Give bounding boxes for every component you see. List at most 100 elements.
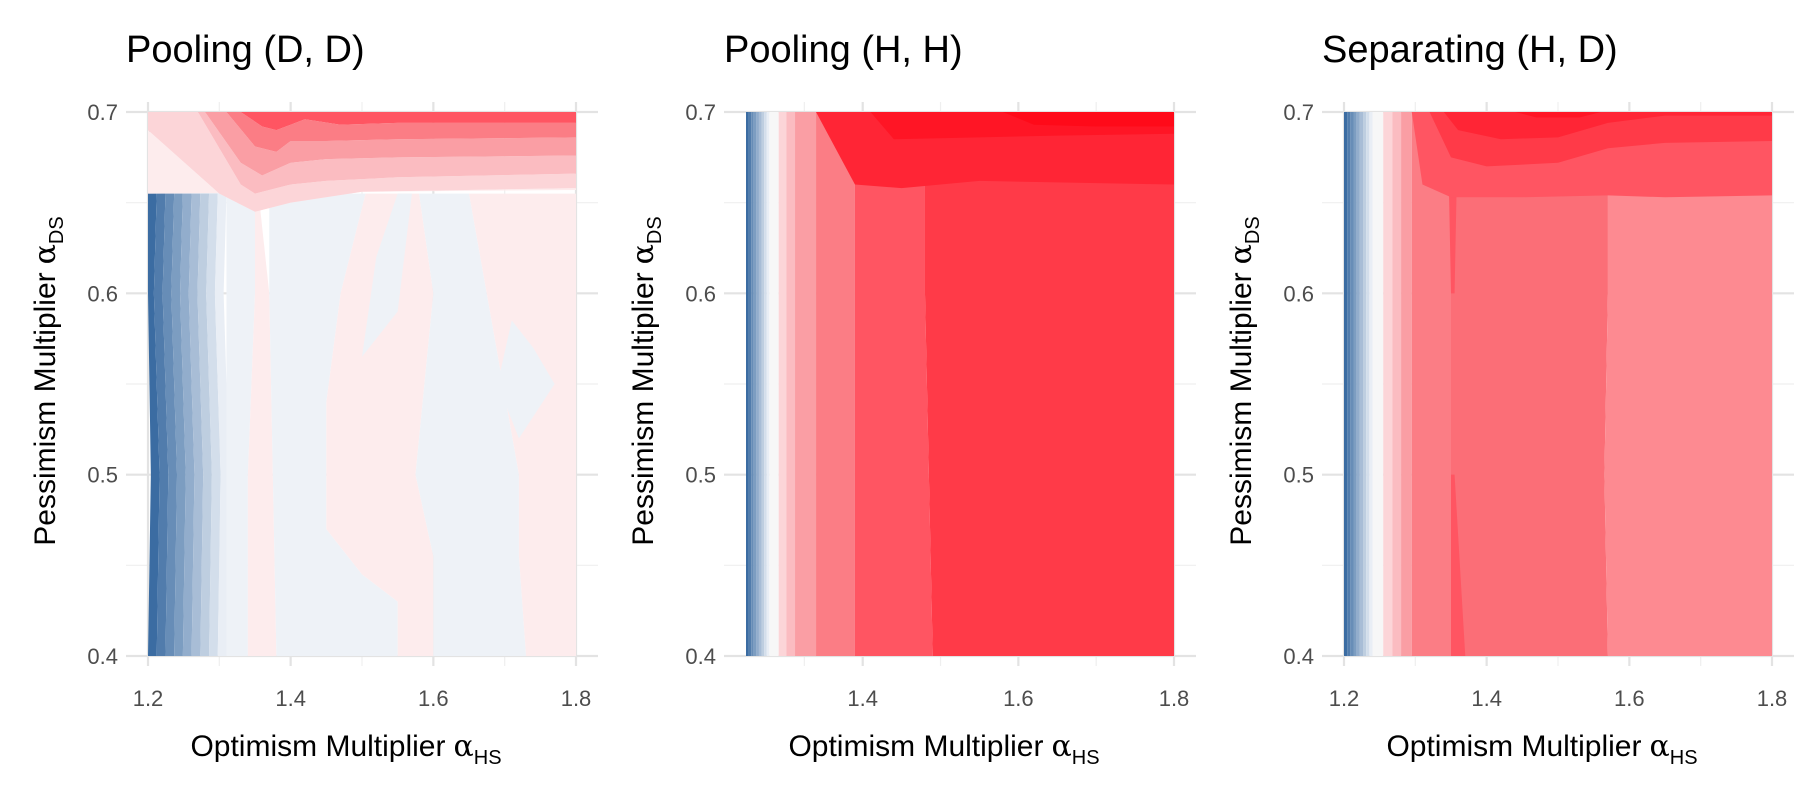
y-axis-label: Pessimism MultiplierαDS (626, 216, 666, 545)
contour-region (1604, 112, 1772, 656)
x-tick-label: 1.8 (561, 686, 592, 711)
contour-region (1392, 112, 1402, 656)
contour-region (1372, 112, 1384, 656)
contour-band-blue (746, 112, 749, 656)
contour-region (269, 193, 398, 656)
contour-region (247, 193, 277, 656)
contour-band-blue (751, 112, 754, 656)
contour-band-blue (748, 112, 752, 656)
y-tick-label: 0.5 (87, 463, 118, 488)
contour-band-blue (758, 112, 762, 656)
tick-labels: 1.2 1.4 1.6 1.8 0.4 0.5 0.6 0.7 (87, 100, 591, 711)
plot-area: 1.4 1.6 1.8 0.4 0.5 0.6 0.7 (685, 100, 1196, 711)
contour-region (924, 112, 1174, 656)
contour-region (786, 112, 796, 656)
x-tick-label: 1.4 (1471, 686, 1502, 711)
contour-region (778, 112, 787, 656)
contour-band-red (148, 112, 576, 194)
x-axis-label: Optimism Multiplier αHS (190, 729, 501, 769)
contour-band-blue (1344, 112, 1348, 656)
contour-band-blue (148, 165, 204, 657)
x-tick-label: 1.6 (1003, 686, 1034, 711)
contour-region (1002, 112, 1174, 127)
contour-region (1451, 474, 1466, 656)
y-tick-label: 0.7 (87, 100, 118, 125)
y-tick-label: 0.4 (685, 644, 716, 669)
contour-region (1515, 112, 1601, 118)
contour-region (497, 320, 555, 439)
contour-region (1443, 112, 1772, 140)
y-axis-label: Pessimism MultiplierαDS (28, 216, 68, 545)
contour-band-blue (1356, 112, 1360, 656)
contour-band-blue (764, 112, 767, 656)
tick-labels: 1.2 1.4 1.6 1.8 0.4 0.5 0.6 0.7 (1283, 100, 1787, 711)
contour-region (854, 112, 933, 656)
plot-area: 1.2 1.4 1.6 1.8 0.4 0.5 0.6 0.7 (1283, 100, 1794, 711)
y-tick-label: 0.7 (685, 100, 716, 125)
panel-separating-hd: Separating (H, D) 1.2 1.4 1.6 1.8 0.4 0.5 0.6 0… (1224, 29, 1794, 769)
y-axis-label: Pessimism MultiplierαDS (1224, 216, 1264, 545)
contour-band-blue (148, 144, 178, 656)
x-tick-label: 1.4 (847, 686, 878, 711)
contour-region (795, 112, 817, 656)
panel-title: Pooling (H, H) (724, 29, 963, 71)
contour-band-red (205, 112, 577, 176)
contour-band-blue (1359, 112, 1364, 656)
panel-title: Pooling (D, D) (126, 29, 365, 71)
contour-band-blue (148, 186, 230, 656)
x-tick-label: 1.8 (1159, 686, 1190, 711)
contour-region (816, 112, 855, 656)
contour-band-blue (148, 130, 160, 657)
x-tick-label: 1.2 (133, 686, 164, 711)
contour-band-blue (766, 112, 770, 656)
x-tick-label: 1.2 (1329, 686, 1360, 711)
contour-region (415, 193, 527, 656)
contour-fill (1344, 112, 1772, 656)
contour-fill (148, 112, 577, 657)
contour-region (1401, 112, 1412, 656)
contour-region (326, 193, 434, 656)
x-axis-label: Optimism Multiplier αHS (788, 729, 1099, 769)
y-tick-label: 0.4 (87, 644, 118, 669)
contour-band-red (226, 112, 576, 152)
y-tick-label: 0.6 (87, 281, 118, 306)
x-tick-label: 1.6 (418, 686, 449, 711)
contour-region (362, 193, 412, 357)
contour-band-blue (756, 112, 759, 656)
x-axis-label: Optimism Multiplier αHS (1386, 729, 1697, 769)
panel-title: Separating (H, D) (1322, 29, 1618, 71)
contour-band-blue (761, 112, 765, 656)
tick-labels: 1.4 1.6 1.8 0.4 0.5 0.6 0.7 (685, 100, 1189, 711)
y-tick-label: 0.4 (1283, 644, 1314, 669)
panel-pooling-hh: Pooling (H, H) 1.4 1.6 1.8 0.4 0.5 0.6 0.7 Opt… (626, 29, 1196, 769)
contour-region (1451, 112, 1608, 656)
contour-band-red (148, 112, 576, 212)
contour-band-red (240, 112, 576, 131)
contour-fill (746, 112, 1174, 656)
contour-region (769, 112, 779, 656)
contour-band-blue (148, 179, 221, 657)
contour-band-blue (148, 172, 212, 656)
contour-band-blue (1363, 112, 1367, 656)
y-tick-label: 0.6 (1283, 281, 1314, 306)
y-tick-label: 0.6 (685, 281, 716, 306)
contour-band-blue (753, 112, 757, 656)
x-tick-label: 1.4 (275, 686, 306, 711)
contour-band-blue (148, 137, 169, 656)
panel-pooling-dd: Pooling (D, D) 1.2 1.4 1.6 1.80.40.50.60.7 … (28, 29, 598, 769)
contour-band-blue (1353, 112, 1357, 656)
x-tick-label: 1.8 (1757, 686, 1788, 711)
contour-band-blue (1350, 112, 1354, 656)
contour-band-blue (148, 151, 186, 657)
contour-band-blue (1369, 112, 1373, 656)
y-tick-label: 0.5 (1283, 463, 1314, 488)
contour-region (1383, 112, 1393, 656)
x-tick-label: 1.6 (1614, 686, 1645, 711)
contour-band-blue (148, 158, 195, 656)
plot-area: 1.2 1.4 1.6 1.8 0.4 0.5 0.6 0.7 (87, 100, 598, 711)
y-tick-label: 0.5 (685, 463, 716, 488)
contour-region (1411, 112, 1451, 656)
contour-band-blue (1347, 112, 1351, 656)
y-tick-label: 0.7 (1283, 100, 1314, 125)
